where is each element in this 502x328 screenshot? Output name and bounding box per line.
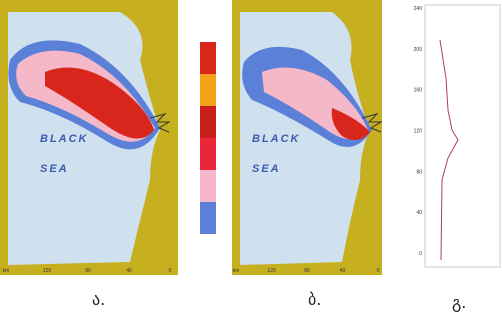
- y-tick-label: 240: [414, 6, 423, 12]
- sea-label: SEA: [252, 163, 281, 175]
- x-tick-label: 40: [126, 268, 132, 274]
- x-tick-label: 80: [304, 268, 310, 274]
- sea-label: BLACK: [252, 133, 301, 145]
- y-tick-label: 40: [416, 210, 422, 216]
- panel-label: გ.: [452, 293, 466, 312]
- map-b: [232, 0, 383, 275]
- y-tick-label: 160: [414, 88, 423, 94]
- map-a: [0, 0, 178, 275]
- x-tick-label: 40: [340, 268, 346, 274]
- x-tick-label: 120: [267, 268, 276, 274]
- x-tick-label: 120: [43, 268, 52, 274]
- x-tick-label: km: [233, 268, 240, 274]
- x-tick-label: 0: [169, 268, 172, 274]
- sea-label: BLACK: [40, 133, 89, 145]
- x-tick-label: 80: [85, 268, 91, 274]
- x-tick-label: km: [3, 268, 10, 274]
- x-tick-label: 0: [377, 268, 380, 274]
- panel-label: ბ.: [308, 290, 321, 309]
- sea-label: SEA: [40, 163, 69, 175]
- y-tick-label: 80: [416, 169, 422, 175]
- colorbar: [200, 42, 216, 234]
- y-tick-label: 200: [414, 47, 423, 53]
- y-tick-label: 0: [419, 251, 422, 257]
- y-tick-label: 120: [414, 129, 423, 135]
- panel-label: ა.: [92, 290, 105, 309]
- profile-plot: [424, 4, 501, 268]
